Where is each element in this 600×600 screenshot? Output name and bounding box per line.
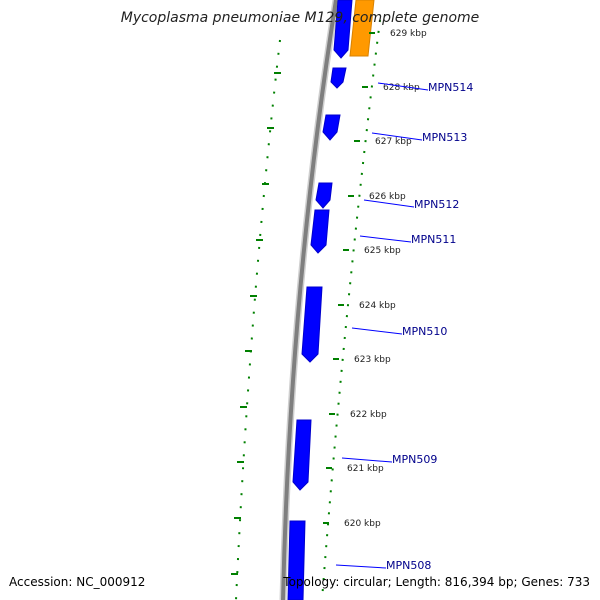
tick-label: 622 kbp: [350, 410, 387, 420]
gene-leader-line: [351, 327, 403, 335]
gene-leader-line: [371, 132, 423, 141]
reverse-feature: [301, 286, 323, 363]
gene-label[interactable]: MPN512: [414, 198, 459, 211]
tick-label: 626 kbp: [369, 192, 406, 202]
backbone: [281, 0, 338, 600]
tick-label: 624 kbp: [359, 301, 396, 311]
tick-label: 627 kbp: [375, 137, 412, 147]
gene-label[interactable]: MPN514: [428, 81, 473, 94]
map-title: Mycoplasma pneumoniae M129, complete gen…: [120, 10, 480, 26]
gene-leader-line: [363, 199, 415, 208]
reverse-feature: [333, 0, 353, 59]
forward-feature: [349, 0, 375, 57]
reverse-feature: [310, 209, 330, 254]
genome-summary: Topology: circular; Length: 816,394 bp; …: [283, 575, 590, 589]
gene-leader-line: [377, 82, 429, 91]
outer-ring-dashes: [231, 72, 281, 575]
accession-label: Accession: NC_000912: [9, 575, 146, 589]
tick-label: 628 kbp: [383, 83, 420, 93]
reverse-features: [287, 0, 353, 600]
outer-dotted-ring: [235, 39, 281, 600]
reverse-feature: [292, 419, 312, 491]
tick-label: 620 kbp: [344, 519, 381, 529]
tick-label: 621 kbp: [347, 464, 384, 474]
gene-leader-line: [341, 457, 393, 463]
gene-leader-line: [359, 235, 412, 243]
gene-label[interactable]: MPN508: [386, 559, 431, 572]
reverse-feature: [322, 114, 341, 141]
gene-labels: MPN514 MPN513 MPN512 MPN511 MPN510 MPN509 MPN5…: [335, 81, 473, 572]
tick-label: 625 kbp: [364, 246, 401, 256]
inner-dotted-ring: [321, 19, 381, 600]
reverse-feature: [287, 520, 306, 600]
reverse-feature: [315, 182, 333, 209]
gene-label[interactable]: MPN509: [392, 453, 437, 466]
gene-label[interactable]: MPN511: [411, 233, 456, 246]
tick-label: 623 kbp: [354, 355, 391, 365]
gene-leader-line: [335, 564, 387, 569]
tick-label: 629 kbp: [390, 29, 427, 39]
gene-label[interactable]: MPN513: [422, 131, 467, 144]
reverse-feature: [330, 67, 347, 89]
scale-ticks: 629 kbp 628 kbp 627 kbp 626 kbp 625 kbp 624 k…: [323, 29, 427, 529]
gene-label[interactable]: MPN510: [402, 325, 447, 338]
